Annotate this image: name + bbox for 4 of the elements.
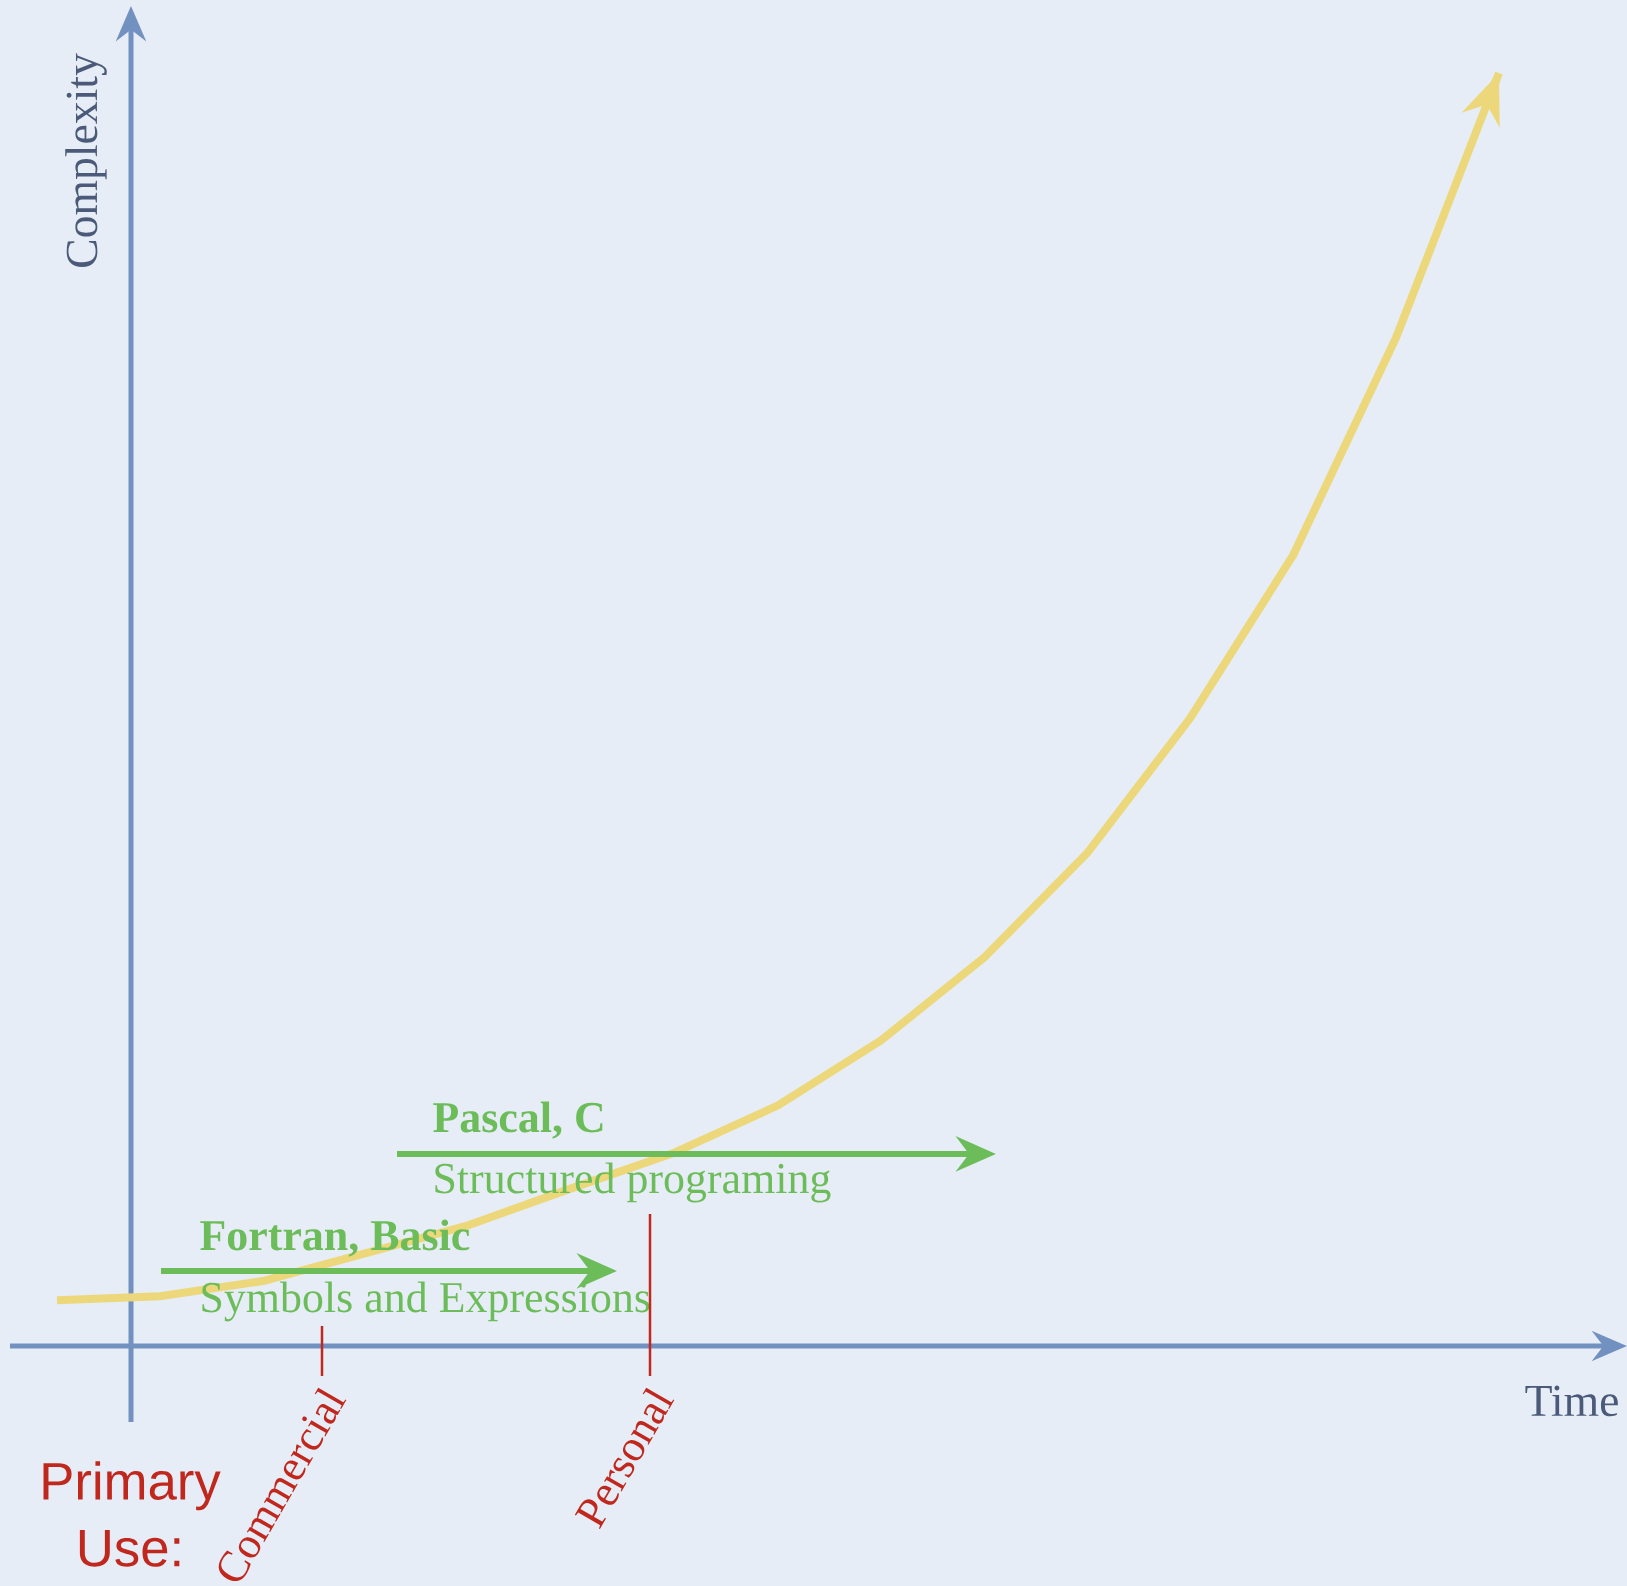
annotation: Symbols and Expressions (202, 1281, 650, 1322)
annotation: Pascal, C (433, 1101, 603, 1139)
x-axis-title: Time (1525, 1385, 1618, 1417)
y-axis-title: Complexity (65, 53, 107, 267)
